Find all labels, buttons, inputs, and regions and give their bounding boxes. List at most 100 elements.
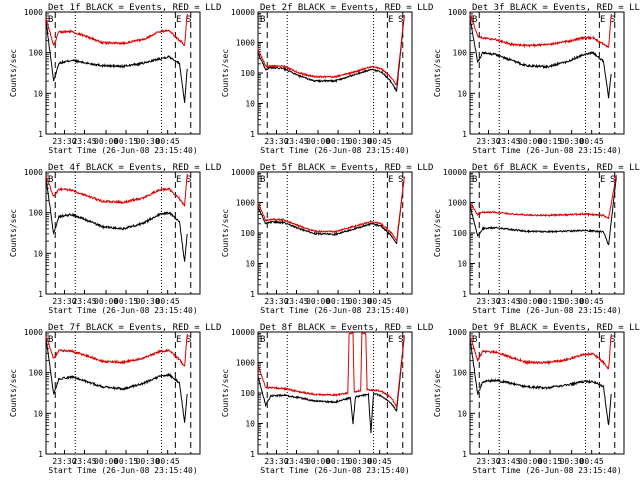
x-tick-label: 00:15 (326, 297, 350, 306)
x-tick-label: 00:45 (156, 137, 180, 146)
y-tick-label: 10 (457, 89, 467, 98)
x-axis-label: Start Time (26-Jun-08 23:15:40) (260, 466, 409, 475)
y-axis-label: Counts/sec (221, 209, 230, 257)
x-axis-label: Start Time (26-Jun-08 23:15:40) (472, 466, 621, 475)
x-tick-label: 00:00 (306, 457, 330, 466)
y-axis-label: Counts/sec (9, 209, 18, 257)
x-axis-label: Start Time (26-Jun-08 23:15:40) (48, 306, 197, 315)
corner-mark-start: B (472, 335, 477, 345)
corner-mark-end-1: E (176, 335, 181, 345)
y-tick-label: 1000 (236, 199, 255, 208)
x-tick-label: 23:45 (284, 457, 308, 466)
corner-mark-end-2: S (610, 335, 615, 345)
x-tick-label: 00:00 (518, 297, 542, 306)
x-tick-label: 00:45 (368, 137, 392, 146)
x-tick-label: 00:00 (94, 457, 118, 466)
x-tick-label: 00:00 (306, 297, 330, 306)
y-tick-label: 1 (38, 450, 43, 459)
corner-mark-end-2: S (186, 175, 191, 185)
corner-mark-end-2: S (398, 175, 403, 185)
y-tick-label: 100 (29, 49, 44, 58)
series-line-events (45, 178, 188, 262)
x-tick-label: 00:15 (538, 137, 562, 146)
x-tick-label: 00:45 (156, 457, 180, 466)
y-tick-label: 1 (250, 130, 255, 139)
y-tick-label: 1000 (448, 328, 467, 337)
x-tick-label: 00:30 (348, 457, 372, 466)
y-axis-label: Counts/sec (433, 369, 442, 417)
x-tick-label: 23:30 (264, 297, 288, 306)
y-tick-label: 10 (457, 260, 467, 269)
y-axis-label: Counts/sec (9, 49, 18, 97)
x-tick-label: 00:15 (326, 457, 350, 466)
y-tick-label: 1000 (448, 8, 467, 17)
x-tick-label: 23:30 (52, 297, 76, 306)
y-tick-label: 10000 (231, 8, 255, 17)
y-tick-label: 1 (250, 450, 255, 459)
panel-title: Det 2f BLACK = Events, RED = LLD (260, 3, 433, 13)
corner-mark-start: B (48, 335, 53, 345)
x-tick-label: 23:30 (476, 457, 500, 466)
x-tick-label: 00:30 (136, 137, 160, 146)
corner-mark-start: B (260, 15, 265, 25)
corner-mark-end-1: E (600, 335, 605, 345)
corner-mark-end-2: S (610, 175, 615, 185)
plot-frame (469, 11, 625, 135)
corner-mark-end-2: S (398, 335, 403, 345)
series-line-events (469, 176, 617, 246)
x-tick-label: 00:15 (326, 137, 350, 146)
series-line-lld (257, 176, 405, 243)
y-tick-label: 100 (453, 229, 468, 238)
corner-mark-end-1: E (388, 15, 393, 25)
panel-det-1f: Det 1f BLACK = Events, RED = LLD 1 10 100 10… (9, 3, 221, 155)
x-tick-label: 23:30 (52, 137, 76, 146)
x-tick-label: 00:00 (518, 457, 542, 466)
y-tick-label: 10 (245, 420, 255, 429)
x-tick-label: 00:30 (560, 137, 584, 146)
panel-det-7f: Det 7f BLACK = Events, RED = LLD 1 10 100 10… (9, 323, 221, 475)
corner-mark-end-2: S (186, 15, 191, 25)
x-tick-label: 23:30 (264, 137, 288, 146)
series-line-events (469, 338, 612, 426)
x-tick-label: 23:45 (496, 297, 520, 306)
x-tick-label: 00:45 (368, 297, 392, 306)
x-tick-label: 23:30 (52, 457, 76, 466)
corner-mark-end-1: E (600, 15, 605, 25)
x-tick-label: 00:30 (348, 137, 372, 146)
x-tick-label: 23:45 (72, 457, 96, 466)
panel-title: Det 9f BLACK = Events, RED = LLD (472, 323, 640, 333)
corner-mark-start: B (260, 175, 265, 185)
x-axis-label: Start Time (26-Jun-08 23:15:40) (48, 466, 197, 475)
y-tick-label: 10 (245, 260, 255, 269)
series-line-events (257, 176, 405, 244)
x-tick-label: 00:45 (580, 297, 604, 306)
x-tick-label: 23:30 (264, 457, 288, 466)
x-tick-label: 00:00 (306, 137, 330, 146)
x-tick-label: 00:00 (94, 137, 118, 146)
series-line-lld (469, 333, 612, 370)
x-tick-label: 00:45 (156, 297, 180, 306)
y-tick-label: 10 (457, 409, 467, 418)
series-line-events (469, 18, 612, 99)
x-tick-label: 00:45 (580, 457, 604, 466)
panel-title: Det 4f BLACK = Events, RED = LLD (48, 163, 221, 173)
plot-frame (257, 11, 413, 135)
x-tick-label: 00:30 (136, 297, 160, 306)
panel-title: Det 7f BLACK = Events, RED = LLD (48, 323, 221, 333)
corner-mark-end-1: E (600, 175, 605, 185)
x-tick-label: 23:45 (72, 137, 96, 146)
x-tick-label: 00:30 (560, 457, 584, 466)
x-tick-label: 23:30 (476, 297, 500, 306)
corner-mark-end-1: E (388, 335, 393, 345)
y-axis-label: Counts/sec (9, 369, 18, 417)
corner-mark-end-2: S (398, 15, 403, 25)
series-line-lld (469, 174, 617, 220)
y-tick-label: 1000 (448, 199, 467, 208)
x-axis-label: Start Time (26-Jun-08 23:15:40) (260, 146, 409, 155)
x-tick-label: 23:45 (284, 297, 308, 306)
y-axis-label: Counts/sec (433, 209, 442, 257)
corner-mark-end-2: S (610, 15, 615, 25)
y-tick-label: 100 (453, 49, 468, 58)
corner-mark-end-2: S (186, 335, 191, 345)
